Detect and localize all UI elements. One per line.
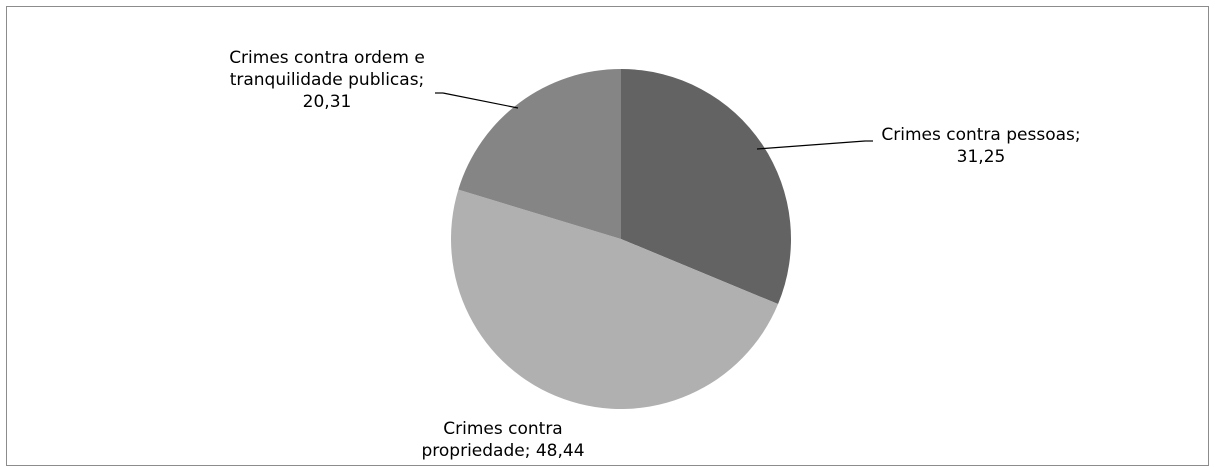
data-label-1-line-1: Crimes contra pessoas; <box>881 125 1080 145</box>
leader-line-3 <box>442 92 519 109</box>
data-label-1: Crimes contra pessoas; 31,25 <box>881 125 1080 167</box>
pie-slice-1 <box>621 69 791 305</box>
data-label-3: Crimes contra ordem e tranquilidade publi… <box>229 48 425 112</box>
chart-frame: Crimes contra pessoas; 31,25 Crimes contra… <box>6 6 1209 466</box>
data-label-2-line-1: Crimes contra <box>443 419 562 439</box>
data-label-1-line-2: 31,25 <box>957 147 1006 167</box>
pie-slice-2 <box>451 189 779 409</box>
leader-line-1 <box>756 140 866 150</box>
data-label-3-line-1: Crimes contra ordem e <box>229 48 425 68</box>
data-label-2: Crimes contra propriedade; 48,44 <box>421 419 584 461</box>
data-label-2-line-2: propriedade; 48,44 <box>421 441 584 461</box>
pie-slice-3 <box>458 69 621 239</box>
data-label-3-line-2: tranquilidade publicas; <box>230 70 425 90</box>
data-label-3-line-3: 20,31 <box>303 92 352 112</box>
